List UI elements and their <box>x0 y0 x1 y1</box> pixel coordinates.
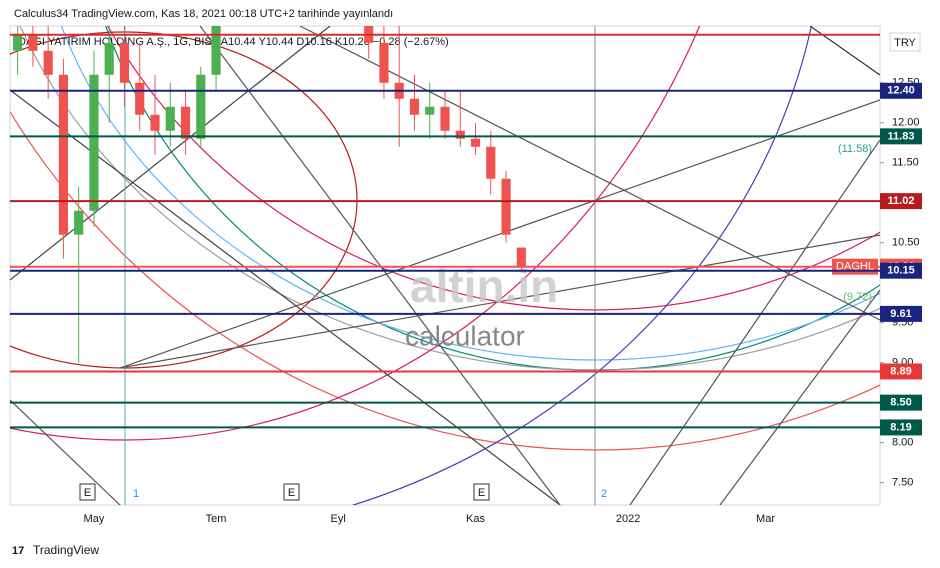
candle-body <box>89 74 99 211</box>
plot <box>13 26 526 363</box>
level-label: 8.89 <box>890 365 911 377</box>
fan-line <box>119 234 880 369</box>
candle-body <box>28 34 38 51</box>
fan-line <box>10 399 121 505</box>
candle-body <box>516 247 526 267</box>
event: E <box>84 487 91 499</box>
fan-line <box>719 289 880 505</box>
level-label-box <box>880 394 922 411</box>
level-label-box <box>880 128 922 145</box>
fan-line <box>199 26 561 505</box>
currency: TRY <box>894 37 916 49</box>
level-label: 11.02 <box>888 195 915 207</box>
candle-body <box>455 130 465 139</box>
candle-body <box>58 74 68 235</box>
y-tick-label: 8.00 <box>892 437 913 449</box>
y-tick-label: 7.50 <box>892 477 913 489</box>
level-label: 11.83 <box>888 130 915 142</box>
x-tick-label: Tem <box>206 513 227 525</box>
currency-box <box>889 32 921 52</box>
watermark: calculator <box>405 320 525 351</box>
level-label-box <box>880 193 922 210</box>
candle-body <box>135 82 145 115</box>
level-label: 12.40 <box>887 85 915 97</box>
x-tick-label: 2022 <box>616 513 640 525</box>
level-label-box <box>880 419 922 436</box>
level-label: 10.15 <box>887 265 915 277</box>
event-box <box>79 483 96 501</box>
annotation: (11.58) <box>838 143 872 155</box>
level-label-box <box>880 262 922 279</box>
level-label: 8.50 <box>890 397 911 409</box>
watermark: altin.in <box>410 260 558 312</box>
candle-body <box>165 106 175 131</box>
footer: TradingView <box>33 543 99 557</box>
event-box <box>283 483 300 501</box>
header: Calculus34 TradingView.com, Kas 18, 2021… <box>14 8 393 20</box>
candle-body <box>486 146 496 179</box>
candle-body <box>440 106 450 131</box>
candle-body <box>379 42 389 83</box>
level-label: 9.61 <box>890 308 911 320</box>
x-tick-label: May <box>84 513 105 525</box>
x-tick-label: Kas <box>466 513 485 525</box>
y-tick-label: 11.50 <box>892 157 919 169</box>
candle-body <box>104 42 114 75</box>
candle-body <box>180 106 191 139</box>
x-tick-label: Eyl <box>331 513 346 525</box>
candle-body <box>74 210 84 235</box>
candle-body <box>43 50 53 75</box>
candle-body <box>196 74 206 139</box>
level-label-box <box>880 305 922 322</box>
marker: 2 <box>601 488 607 500</box>
y-tick-label: 10.50 <box>892 237 920 249</box>
footer-logo: 17 <box>12 545 24 557</box>
annotation: (9.72) <box>843 291 872 303</box>
candle-body <box>150 114 160 131</box>
event: E <box>288 487 295 499</box>
level-label: 8.19 <box>890 421 911 433</box>
candle-body <box>409 98 420 115</box>
candle-body <box>211 26 221 75</box>
level-label-box <box>880 363 922 380</box>
event-box <box>473 483 490 501</box>
fan-line <box>119 99 880 369</box>
marker: 1 <box>133 488 139 500</box>
event: E <box>478 487 485 499</box>
candle-body <box>501 178 511 235</box>
drawings <box>10 26 880 505</box>
y-tick-label: 12.00 <box>892 117 920 129</box>
candle-body <box>470 138 481 147</box>
candle-body <box>119 42 130 83</box>
x-tick-label: Mar <box>756 513 775 525</box>
candle-body <box>13 34 23 51</box>
fan-line <box>10 89 561 505</box>
candle-body <box>425 106 435 115</box>
level-label-box <box>880 82 922 99</box>
series-tag: DAGHL <box>836 261 874 273</box>
candle-body <box>364 26 374 43</box>
